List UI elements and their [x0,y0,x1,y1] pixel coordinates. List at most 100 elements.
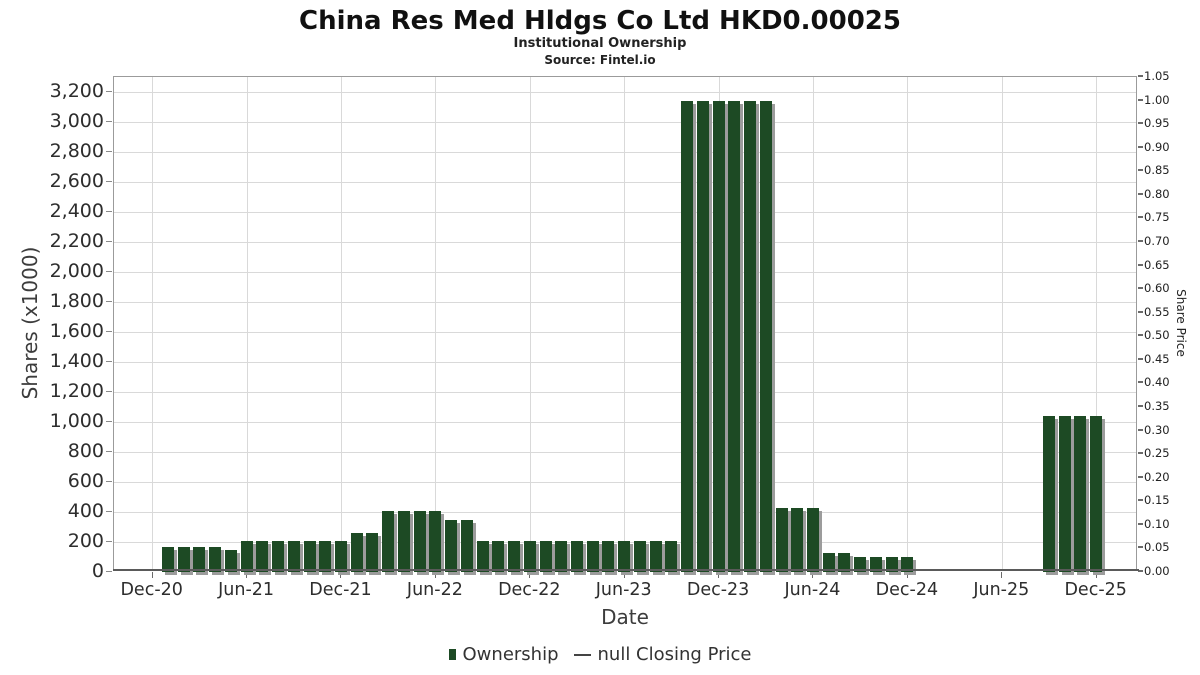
y-tick-label-left: 200 [67,530,104,552]
bar-Mar-22[interactable] [382,511,395,572]
bar-Aug-23[interactable] [649,541,662,572]
v-gridline [246,77,248,570]
y-tick-label-right: 1.00 [1144,92,1170,107]
bar-May-22[interactable] [413,511,426,572]
y-tick-label-left: 1,200 [49,380,104,402]
bar-Feb-22[interactable] [366,533,379,572]
y-axis-tick-left [106,211,112,212]
bar-Jun-24[interactable] [806,507,819,572]
y-axis-tick-left [106,271,112,272]
x-tick-label: Dec-23 [686,580,750,600]
bar-May-23[interactable] [602,541,615,572]
bar-Nov-24[interactable] [885,557,898,572]
y-axis-tick-right [1138,287,1143,290]
y-axis-tick-right [1138,169,1143,172]
bar-Dec-24[interactable] [901,557,914,572]
bar-Nov-25[interactable] [1074,416,1087,572]
bar-Oct-22[interactable] [492,541,505,572]
y-tick-label-left: 800 [67,440,104,462]
legend: Ownership null Closing Price [0,644,1200,665]
bar-Oct-25[interactable] [1058,416,1071,572]
y-tick-label-left: 2,400 [49,200,104,222]
bar-Jan-22[interactable] [350,533,363,572]
y-tick-label-left: 1,000 [49,410,104,432]
bar-Nov-21[interactable] [319,541,332,572]
bar-Sep-21[interactable] [287,541,300,572]
bar-Dec-22[interactable] [523,541,536,572]
bar-Jun-23[interactable] [618,541,631,572]
y-tick-label-left: 1,400 [49,350,104,372]
v-gridline [1001,77,1003,570]
bar-Jun-22[interactable] [429,510,442,572]
bar-Jan-23[interactable] [539,541,552,572]
bar-Mar-23[interactable] [570,541,583,572]
y-axis-tick-left [106,301,112,302]
bar-Apr-23[interactable] [586,541,599,572]
bar-Nov-22[interactable] [508,541,521,572]
bar-Nov-23[interactable] [696,101,709,572]
legend-ownership-label[interactable]: Ownership [462,644,559,665]
y-tick-label-right: 0.85 [1144,163,1170,178]
x-tick-label: Jun-25 [973,580,1030,600]
bar-Jul-24[interactable] [822,552,835,572]
bar-Jul-22[interactable] [445,520,458,572]
bar-Oct-21[interactable] [303,541,316,572]
bar-Jul-21[interactable] [256,541,269,572]
y-axis-tick-right [1138,310,1143,313]
y-axis-tick-right [1138,122,1143,125]
bar-Dec-23[interactable] [712,101,725,572]
bar-Aug-24[interactable] [838,552,851,572]
y-axis-tick-right [1138,216,1143,219]
y-axis-tick-right [1138,546,1143,549]
y-tick-label-right: 0.00 [1144,564,1170,578]
y-axis-tick-left [106,391,112,392]
legend-price-label[interactable]: null Closing Price [597,644,752,665]
bar-Jan-21[interactable] [161,547,174,572]
x-axis-tick [151,572,153,578]
bar-Feb-24[interactable] [744,101,757,572]
bar-Sep-24[interactable] [854,557,867,572]
chart-source: Source: Fintel.io [544,53,656,67]
bar-Apr-22[interactable] [397,511,410,572]
y-axis-tick-right [1138,334,1143,337]
y-tick-label-right: 0.80 [1144,186,1170,201]
bar-Sep-23[interactable] [665,541,678,572]
bar-Apr-21[interactable] [209,547,222,572]
bar-Jun-21[interactable] [240,541,253,572]
x-tick-label: Jun-24 [784,580,841,600]
bar-Sep-22[interactable] [476,541,489,572]
bar-May-24[interactable] [791,507,804,572]
bar-Jan-24[interactable] [728,101,741,572]
bar-Sep-25[interactable] [1042,416,1055,572]
y-axis-tick-right [1138,240,1143,242]
y-axis-tick-right [1138,357,1143,360]
y-axis-title-right: Share Price [1174,289,1188,357]
y-tick-label-left: 2,000 [49,260,104,282]
bar-May-21[interactable] [224,549,237,572]
y-axis-tick-right [1138,98,1143,101]
bar-Oct-24[interactable] [869,557,882,572]
bar-Jul-23[interactable] [633,541,646,572]
v-gridline [1096,77,1098,570]
x-axis-tick [812,572,814,578]
chart-title: China Res Med Hldgs Co Ltd HKD0.00025 [299,6,901,36]
y-axis-tick-right [1138,475,1143,478]
bar-Mar-21[interactable] [193,547,206,572]
bar-Dec-21[interactable] [334,541,347,572]
bar-Mar-24[interactable] [759,101,772,572]
bar-Aug-21[interactable] [272,541,285,572]
y-axis-tick-left [106,541,112,542]
bar-Dec-25[interactable] [1090,416,1103,572]
bar-Apr-24[interactable] [775,507,788,572]
bar-Aug-22[interactable] [460,520,473,572]
y-axis-tick-right [1138,570,1143,572]
y-tick-label-right: 0.95 [1144,116,1170,131]
bar-Feb-21[interactable] [177,547,190,572]
bar-Feb-23[interactable] [555,541,568,572]
v-gridline [907,77,909,570]
v-gridline [624,77,626,570]
y-axis-tick-left [106,361,112,362]
bar-Oct-23[interactable] [681,101,694,572]
y-axis-tick-left [106,451,112,452]
